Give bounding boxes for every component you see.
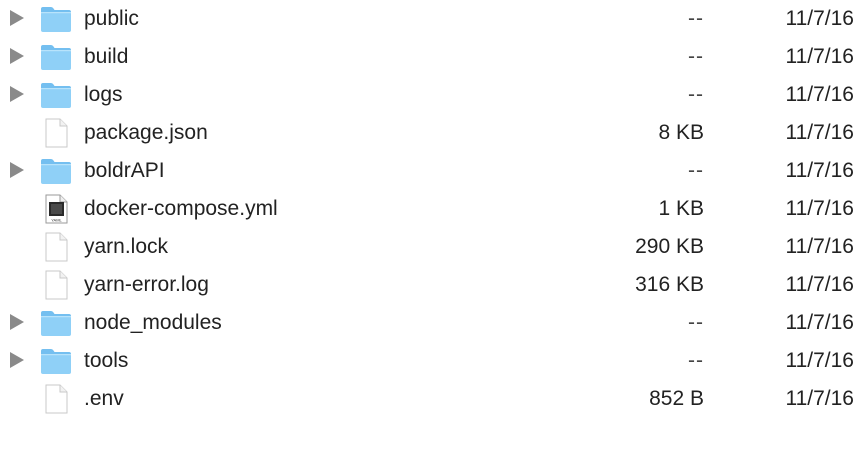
file-size: -- xyxy=(688,349,704,372)
folder-icon xyxy=(40,4,72,34)
document-icon xyxy=(40,232,72,262)
disclosure-triangle-icon[interactable] xyxy=(10,86,24,102)
file-name: tools xyxy=(84,349,129,372)
date-modified: 11/7/16 xyxy=(785,159,854,182)
file-name: docker-compose.yml xyxy=(84,197,278,220)
file-row[interactable]: yarn-error.log 316 KB 11/7/16 xyxy=(0,266,866,304)
file-row[interactable]: boldrAPI -- 11/7/16 xyxy=(0,152,866,190)
folder-icon xyxy=(40,80,72,110)
document-icon xyxy=(40,118,72,148)
file-name: yarn-error.log xyxy=(84,273,209,296)
date-modified: 11/7/16 xyxy=(785,121,854,144)
document-icon xyxy=(40,270,72,300)
date-modified: 11/7/16 xyxy=(785,235,854,258)
file-row[interactable]: node_modules -- 11/7/16 xyxy=(0,304,866,342)
file-name: public xyxy=(84,7,139,30)
disclosure-triangle-icon[interactable] xyxy=(10,48,24,64)
file-row[interactable]: build -- 11/7/16 xyxy=(0,38,866,76)
file-size: 1 KB xyxy=(658,197,704,220)
file-name: package.json xyxy=(84,121,208,144)
disclosure-triangle-icon[interactable] xyxy=(10,162,24,178)
file-row[interactable]: yarn.lock 290 KB 11/7/16 xyxy=(0,228,866,266)
folder-icon xyxy=(40,156,72,186)
file-size: -- xyxy=(688,7,704,30)
file-row[interactable]: public -- 11/7/16 xyxy=(0,0,866,38)
file-row[interactable]: .env 852 B 11/7/16 xyxy=(0,380,866,418)
date-modified: 11/7/16 xyxy=(785,387,854,410)
document-icon xyxy=(40,384,72,414)
file-name: .env xyxy=(84,387,124,410)
disclosure-triangle-icon[interactable] xyxy=(10,352,24,368)
file-name: build xyxy=(84,45,129,68)
folder-icon xyxy=(40,346,72,376)
date-modified: 11/7/16 xyxy=(785,311,854,334)
file-name: logs xyxy=(84,83,123,106)
date-modified: 11/7/16 xyxy=(785,349,854,372)
file-row[interactable]: package.json 8 KB 11/7/16 xyxy=(0,114,866,152)
date-modified: 11/7/16 xyxy=(785,197,854,220)
yaml-badge-text: YAML xyxy=(51,217,62,222)
file-row[interactable]: YAML docker-compose.yml 1 KB 11/7/16 xyxy=(0,190,866,228)
file-row[interactable]: tools -- 11/7/16 xyxy=(0,342,866,380)
date-modified: 11/7/16 xyxy=(785,273,854,296)
file-name: node_modules xyxy=(84,311,222,334)
file-size: 316 KB xyxy=(635,273,704,296)
disclosure-triangle-icon[interactable] xyxy=(10,314,24,330)
date-modified: 11/7/16 xyxy=(785,45,854,68)
date-modified: 11/7/16 xyxy=(785,7,854,30)
file-size: -- xyxy=(688,311,704,334)
file-size: 290 KB xyxy=(635,235,704,258)
file-name: yarn.lock xyxy=(84,235,169,258)
disclosure-triangle-icon[interactable] xyxy=(10,10,24,26)
file-size: 8 KB xyxy=(658,121,704,144)
file-row[interactable]: logs -- 11/7/16 xyxy=(0,76,866,114)
file-size: -- xyxy=(688,83,704,106)
folder-icon xyxy=(40,42,72,72)
file-size: -- xyxy=(688,45,704,68)
date-modified: 11/7/16 xyxy=(785,83,854,106)
file-size: -- xyxy=(688,159,704,182)
folder-icon xyxy=(40,308,72,338)
file-list: public -- 11/7/16 build -- 11/7/16 logs -- 11/7/… xyxy=(0,0,866,418)
yaml-file-icon: YAML xyxy=(40,194,72,224)
file-size: 852 B xyxy=(649,387,704,410)
file-name: boldrAPI xyxy=(84,159,165,182)
